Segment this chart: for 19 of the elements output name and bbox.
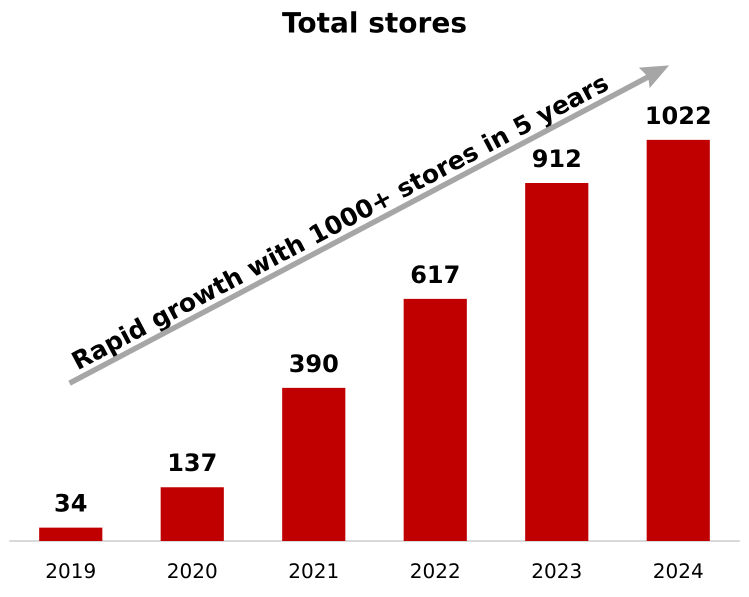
bar (39, 528, 102, 541)
x-tick-label: 2022 (410, 559, 461, 583)
data-label: 1022 (644, 102, 712, 130)
x-tick-label: 2023 (531, 559, 582, 583)
data-label: 390 (288, 350, 339, 378)
bar (404, 298, 467, 541)
chart-title: Total stores (282, 6, 467, 40)
x-tick-label: 2021 (288, 559, 340, 583)
x-tick-label: 2024 (652, 559, 704, 583)
x-tick-label: 2019 (45, 559, 96, 583)
data-label: 34 (54, 490, 88, 518)
data-label: 912 (532, 145, 582, 174)
bar (282, 388, 346, 541)
data-label: 137 (167, 449, 218, 478)
bar (525, 183, 588, 541)
data-label: 617 (410, 260, 460, 289)
x-tick-label: 2020 (166, 559, 218, 583)
bar (160, 487, 224, 541)
bar (646, 140, 710, 541)
